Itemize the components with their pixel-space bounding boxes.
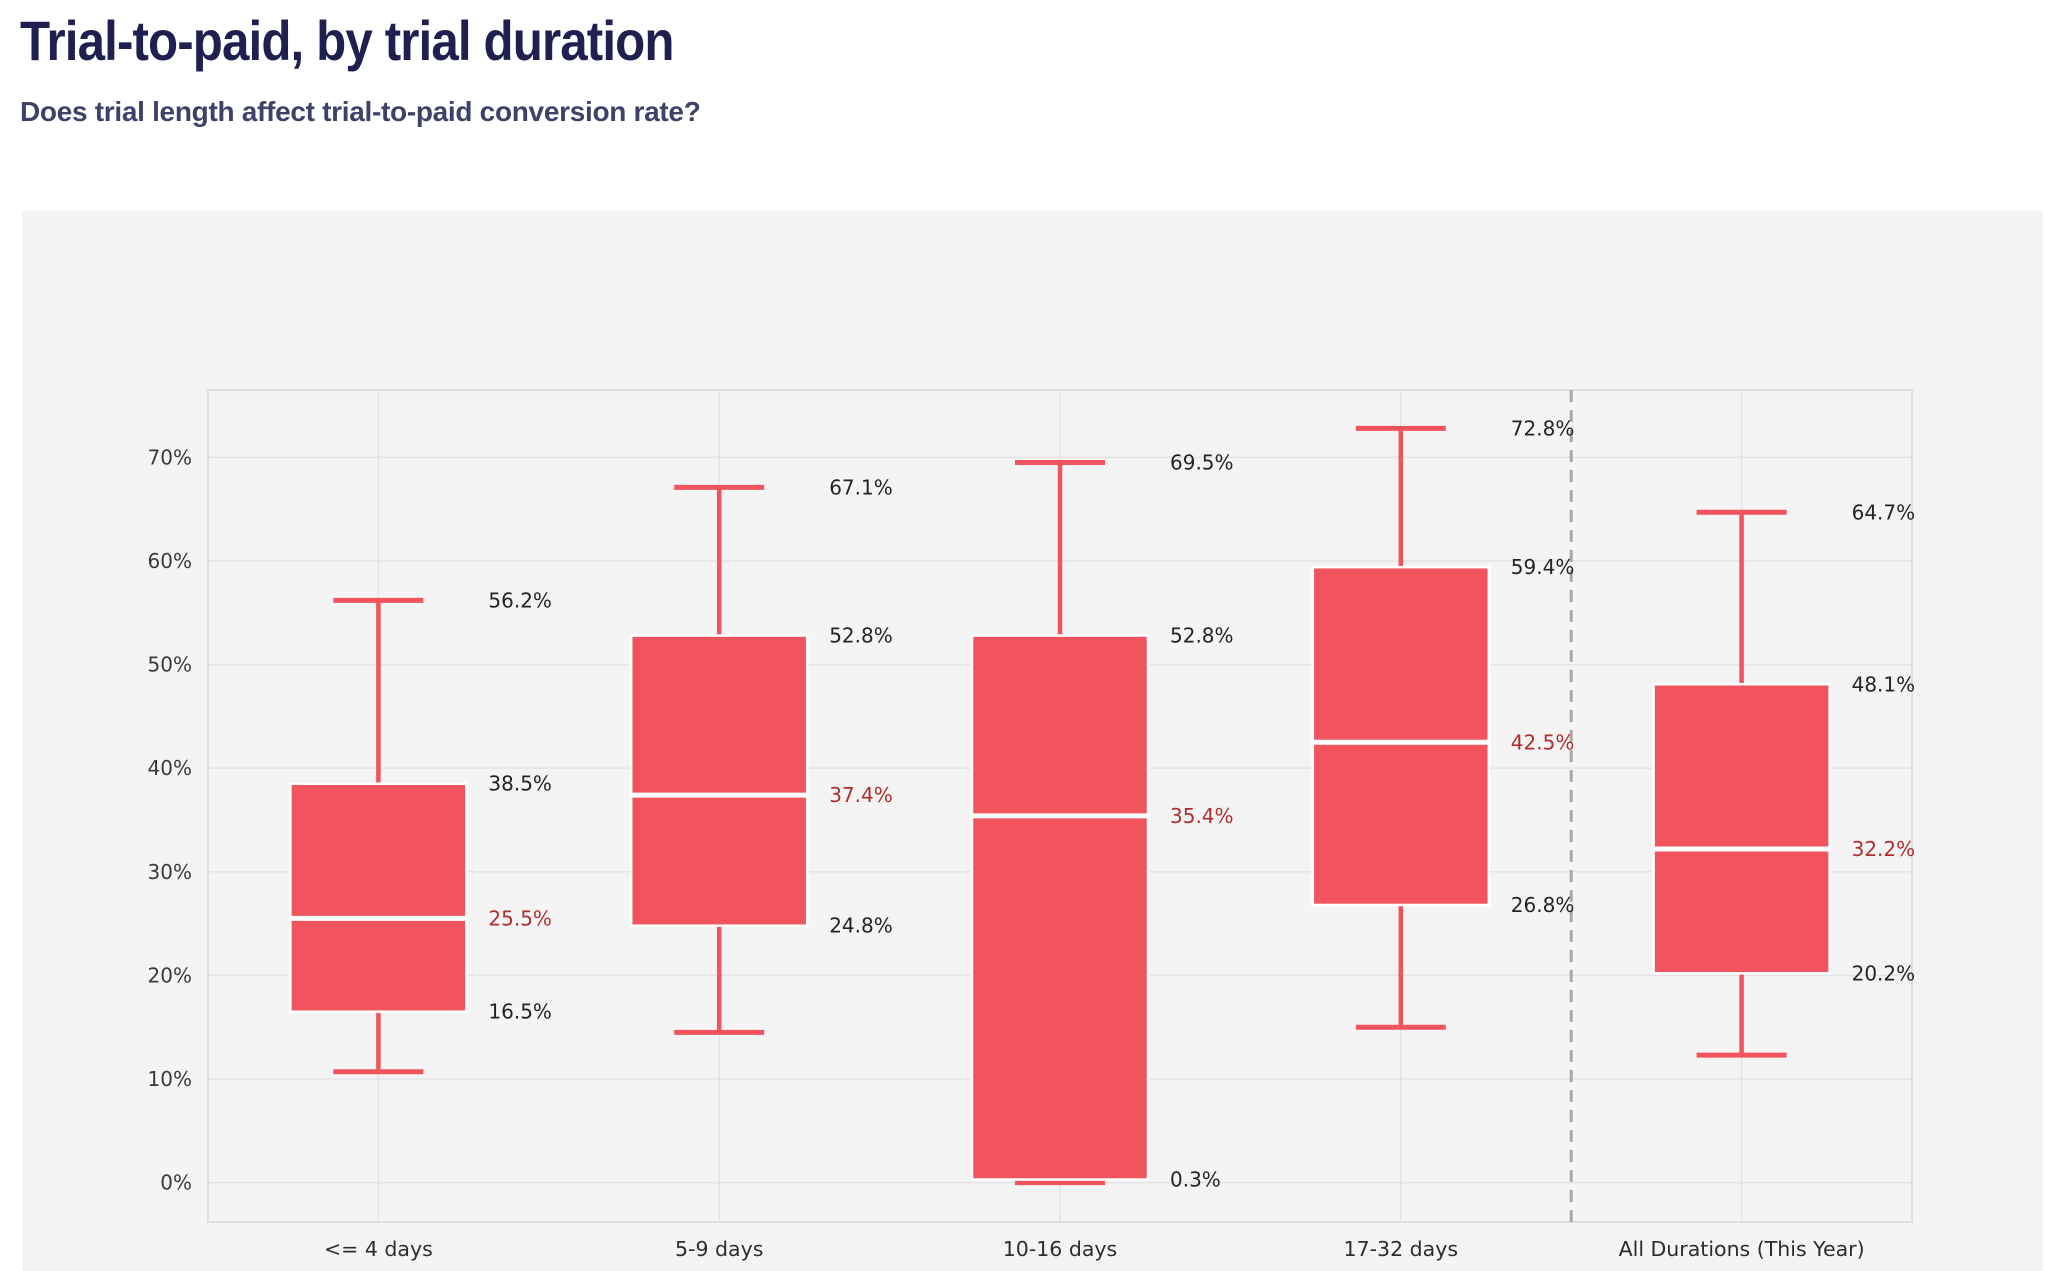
median-label: 42.5% [1511,730,1575,754]
stat-label: 38.5% [488,772,552,796]
stat-label: 48.1% [1852,672,1916,696]
page-title: Trial-to-paid, by trial duration [20,9,674,72]
stat-label: 26.8% [1511,893,1575,917]
box [1311,565,1491,907]
y-tick-label: 40% [148,756,192,780]
y-tick-label: 30% [148,860,192,884]
stat-label: 24.8% [829,914,893,938]
median-label: 35.4% [1170,804,1234,828]
x-category-label: 5-9 days [675,1237,763,1261]
stat-label: 16.5% [488,1000,552,1024]
stat-label: 67.1% [829,475,893,499]
x-category-label: 10-16 days [1003,1237,1117,1261]
box [1652,683,1831,975]
box [629,634,809,927]
plot-border [207,389,1913,1223]
y-tick-label: 10% [148,1067,192,1091]
median-label: 32.2% [1852,837,1916,861]
stat-label: 59.4% [1511,555,1575,579]
y-tick-label: 60% [148,549,192,573]
stat-label: 56.2% [488,588,552,612]
stat-label: 20.2% [1852,961,1916,985]
median-label: 25.5% [488,906,552,930]
stat-label: 64.7% [1852,500,1916,524]
median-label: 37.4% [829,783,893,807]
box [289,782,468,1013]
x-category-label: 17-32 days [1344,1237,1458,1261]
stat-label: 52.8% [1170,624,1234,648]
x-category-label: All Durations (This Year) [1619,1237,1865,1261]
stat-label: 52.8% [829,624,893,648]
boxplot-svg: 0% 10% 20% 30% 40% 50% 60% 70% 56.2% 38.5% 25.5% 16… [148,389,1916,1261]
y-tick-label: 0% [160,1171,192,1195]
y-tick-label: 20% [148,963,192,987]
x-category-label: <= 4 days [324,1237,433,1261]
stat-label: 72.8% [1511,416,1575,440]
y-tick-label: 70% [148,445,192,469]
box [970,634,1150,1181]
stat-label: 69.5% [1170,451,1234,475]
page-subtitle: Does trial length affect trial-to-paid c… [20,96,701,127]
stat-label: 0.3% [1170,1168,1221,1192]
y-tick-label: 50% [148,653,192,677]
chart-card: 0% 10% 20% 30% 40% 50% 60% 70% 56.2% 38.5% 25.5% 16… [22,211,2043,1271]
boxplot-chart: 0% 10% 20% 30% 40% 50% 60% 70% 56.2% 38.5% 25.5% 16… [22,211,2043,1271]
